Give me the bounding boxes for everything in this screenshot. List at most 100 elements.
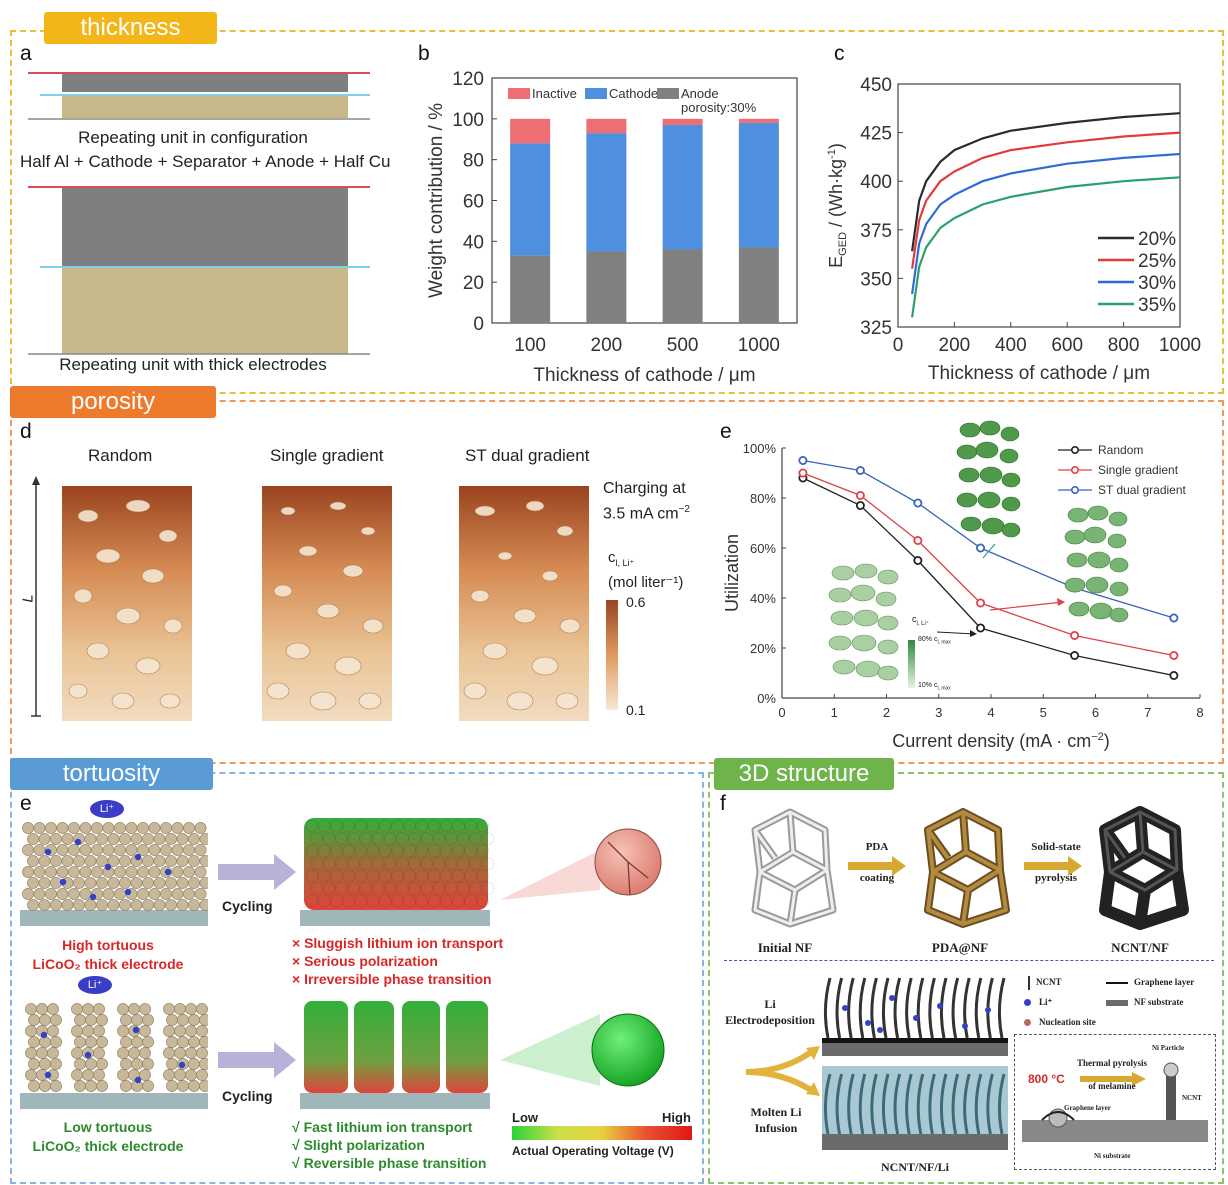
- particle: [183, 866, 195, 878]
- particle: [177, 1080, 189, 1092]
- particle: [476, 819, 490, 833]
- particle: [391, 869, 404, 883]
- structure-section: [708, 772, 1224, 1184]
- y-tick-label: 120: [452, 69, 484, 90]
- bar-segment: [738, 122, 779, 248]
- particle: [199, 1080, 208, 1092]
- particle: [420, 882, 434, 895]
- particle: [171, 888, 184, 900]
- particle: [27, 899, 39, 911]
- particle: [39, 1036, 51, 1048]
- particle: [153, 855, 166, 867]
- particle: [427, 844, 441, 858]
- panel-a-caption-1: Repeating unit in configuration: [78, 128, 308, 147]
- particle: [68, 888, 80, 900]
- particle: [310, 857, 324, 870]
- inset-title: cl, Li⁺: [912, 614, 930, 627]
- particle: [177, 1014, 189, 1026]
- particle: [371, 882, 385, 895]
- nanotube: [847, 1073, 855, 1135]
- particle: [79, 888, 92, 900]
- particle: [199, 877, 208, 889]
- y-tick-label: 20%: [750, 641, 776, 656]
- particle: [28, 1080, 40, 1092]
- split-arrows: [745, 1046, 820, 1096]
- particle: [464, 869, 477, 883]
- bar-segment: [586, 118, 627, 134]
- particle: [22, 822, 34, 834]
- tortuosity-section: [10, 772, 704, 1184]
- particle: [457, 832, 470, 845]
- particle: [28, 1058, 40, 1070]
- particle: [199, 899, 208, 911]
- particle: [305, 844, 319, 858]
- particle: [452, 869, 465, 883]
- legend-marker: [1070, 485, 1079, 494]
- series-line: [802, 477, 1175, 677]
- inset-low: 10% cl, max: [918, 682, 951, 692]
- li-ion-badge-high: Li⁺: [90, 800, 124, 818]
- molten-li-diagram: [822, 1066, 1008, 1150]
- particle: [335, 882, 348, 895]
- particle: [199, 855, 208, 867]
- particle: [183, 844, 195, 856]
- charging-label: Charging at 3.5 mA cm−2: [603, 480, 690, 523]
- cycled-high-electrode: [300, 818, 495, 926]
- bar-segment: [738, 118, 779, 123]
- particle: [107, 899, 120, 911]
- particle: [188, 877, 200, 889]
- li-ion: [134, 1076, 142, 1084]
- particle: [408, 832, 421, 845]
- particle: [174, 1025, 186, 1037]
- panel-f-label: f: [720, 792, 726, 815]
- legend-swatch: [657, 88, 679, 99]
- particle: [176, 877, 189, 889]
- data-point: [855, 466, 865, 476]
- particle: [39, 1080, 51, 1092]
- y-axis-label: EGED / (Wh·kg-1): [826, 143, 849, 268]
- data-point: [855, 491, 865, 501]
- particle: [310, 832, 324, 845]
- particle: [188, 1014, 200, 1026]
- particle: [27, 877, 39, 889]
- particle: [38, 899, 51, 911]
- particle: [396, 882, 409, 895]
- particle: [73, 899, 85, 911]
- x-axis-label: Thickness of cathode / μm: [533, 365, 755, 385]
- particle: [96, 855, 108, 867]
- x-axis-label: Current density (mA · cm−2): [892, 731, 1110, 751]
- x-tick-label: 500: [667, 335, 699, 356]
- bar-segment: [586, 251, 627, 323]
- particle: [322, 832, 336, 845]
- particle: [128, 1047, 140, 1059]
- particle: [330, 869, 343, 883]
- particle: [119, 855, 131, 867]
- concentration-colorbar: [606, 600, 618, 710]
- nanotube: [858, 1073, 867, 1135]
- particle: [139, 1047, 151, 1059]
- y-tick-label: 60: [463, 192, 484, 213]
- particle: [139, 1003, 151, 1015]
- li-ion: [962, 1023, 968, 1029]
- nanotube: [835, 1073, 844, 1135]
- legend-label: Single gradient: [1098, 463, 1179, 477]
- legend-label: 30%: [1138, 273, 1176, 294]
- particle: [427, 819, 441, 833]
- panel-a-caption-2: Half Al + Cathode + Separator + Anode + …: [20, 152, 391, 171]
- particle: [142, 899, 154, 911]
- particle: [366, 844, 380, 858]
- high-tortuous-title: High tortuous LiCoO₂ thick electrode: [32, 937, 184, 972]
- particle: [50, 1036, 62, 1048]
- particle: [359, 882, 373, 895]
- x-tick-label: 4: [987, 705, 994, 720]
- particle: [102, 888, 115, 900]
- plot-frame: [897, 83, 1181, 328]
- li-ion: [913, 1015, 919, 1021]
- particle: [174, 1003, 186, 1015]
- particle: [354, 894, 368, 908]
- particle: [457, 882, 470, 895]
- particle: [330, 844, 343, 858]
- particle: [199, 1014, 208, 1026]
- x-tick-label: 3: [935, 705, 942, 720]
- particle: [74, 1080, 86, 1092]
